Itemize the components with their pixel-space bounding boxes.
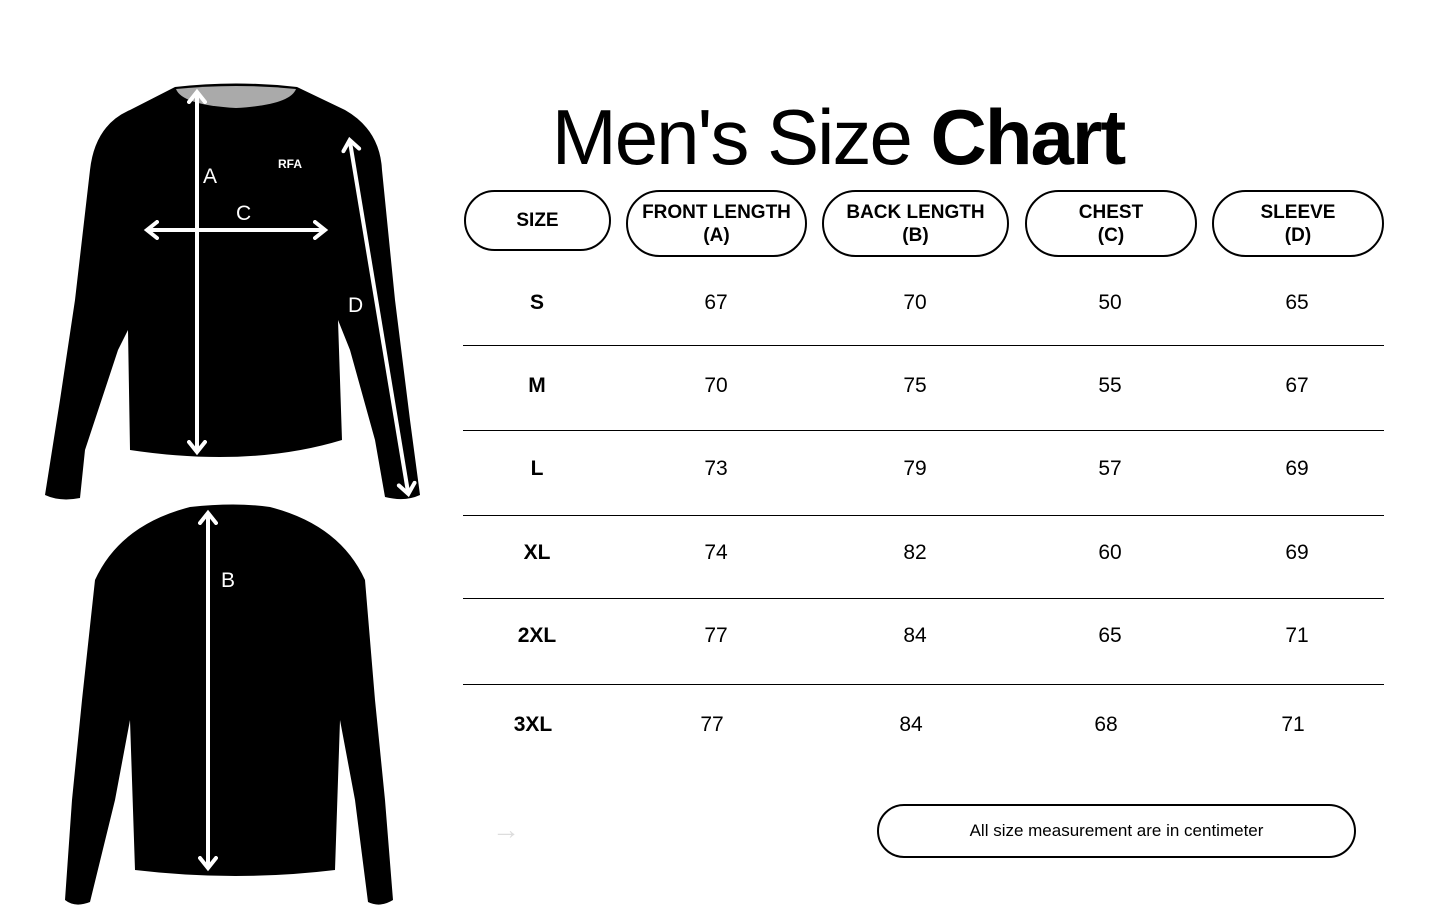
brand-logo: RFA: [278, 157, 302, 171]
label-a: A: [203, 165, 217, 188]
measurement-value: 77: [704, 624, 728, 647]
column-header: SIZE: [464, 190, 611, 251]
size-label: L: [530, 457, 544, 480]
label-c: C: [236, 202, 251, 225]
measurement-value: 65: [1285, 291, 1309, 314]
measurement-value: 68: [1094, 713, 1118, 736]
measurement-value: 67: [1285, 374, 1309, 397]
label-b: B: [221, 569, 235, 592]
arrow-d: [341, 136, 417, 498]
title-regular: Men's Size: [551, 93, 931, 181]
measurement-value: 84: [899, 713, 923, 736]
size-label: M: [528, 374, 546, 397]
measurement-value: 50: [1098, 291, 1122, 314]
measurement-value: 69: [1285, 457, 1309, 480]
measurement-value: 57: [1098, 457, 1122, 480]
size-label: XL: [523, 541, 551, 564]
row-divider: [463, 684, 1384, 685]
header-line2: (B): [902, 224, 929, 246]
measurement-value: 79: [903, 457, 927, 480]
header-line2: (C): [1097, 224, 1125, 246]
measurement-value: 84: [903, 624, 927, 647]
header-line1: CHEST: [1078, 201, 1144, 223]
back-shirt: B: [65, 504, 393, 905]
shirt-diagram: A C D RFA B: [45, 83, 420, 905]
measurement-value: 75: [903, 374, 927, 397]
measurement-value: 60: [1098, 541, 1122, 564]
header-line1: SIZE: [516, 210, 559, 231]
header-line2: (D): [1284, 224, 1312, 246]
measurement-value: 67: [704, 291, 728, 314]
page-title: Men's Size Chart: [438, 92, 1238, 183]
size-label: 3XL: [513, 713, 553, 736]
row-divider: [463, 598, 1384, 599]
header-line1: FRONT LENGTH: [642, 201, 791, 223]
measurement-value: 69: [1285, 541, 1309, 564]
header-line2: (A): [703, 224, 730, 246]
measurement-value: 70: [903, 291, 927, 314]
header-line1: SLEEVE: [1260, 201, 1336, 223]
measurement-value: 71: [1281, 713, 1305, 736]
next-arrow-icon[interactable]: →: [492, 814, 520, 845]
column-header: BACK LENGTH (B): [822, 190, 1009, 257]
column-header: SLEEVE (D): [1212, 190, 1384, 257]
units-note: All size measurement are in centimeter: [877, 804, 1356, 858]
measurement-value: 71: [1285, 624, 1309, 647]
size-label: S: [529, 291, 544, 314]
row-divider: [463, 430, 1384, 431]
measurement-value: 82: [903, 541, 927, 564]
label-d: D: [348, 294, 363, 317]
front-shirt: A C D RFA: [45, 83, 420, 500]
measurement-value: 77: [700, 713, 724, 736]
measurement-value: 74: [704, 541, 728, 564]
row-divider: [463, 515, 1384, 516]
measurement-value: 73: [704, 457, 728, 480]
measurement-value: 65: [1098, 624, 1122, 647]
row-divider: [463, 345, 1384, 346]
measurement-value: 55: [1098, 374, 1122, 397]
column-header: FRONT LENGTH (A): [626, 190, 807, 257]
title-bold: Chart: [930, 93, 1127, 181]
size-label: 2XL: [517, 624, 557, 647]
column-header: CHEST (C): [1025, 190, 1197, 257]
measurement-value: 70: [704, 374, 728, 397]
header-line1: BACK LENGTH: [846, 201, 985, 223]
